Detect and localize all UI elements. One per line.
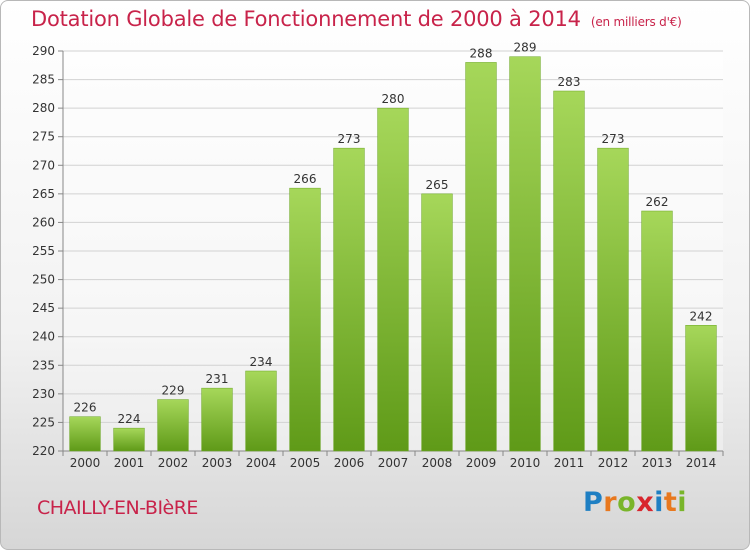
y-tick-label: 235	[32, 358, 55, 372]
y-tick-label: 260	[32, 215, 55, 229]
bar	[333, 147, 365, 452]
data-label: 265	[426, 178, 449, 192]
logo-letter: r	[603, 487, 618, 518]
y-tick-label: 245	[32, 301, 55, 315]
bar	[421, 193, 453, 452]
bar	[685, 325, 717, 452]
x-tick-label: 2013	[642, 456, 673, 470]
data-label: 231	[206, 372, 229, 386]
y-tick-label: 225	[32, 415, 55, 429]
y-tick-label: 285	[32, 73, 55, 87]
data-label: 262	[646, 195, 669, 209]
logo-letter: P	[583, 487, 604, 518]
y-tick-label: 220	[32, 444, 55, 458]
data-label: 234	[250, 355, 273, 369]
logo-letter: i	[654, 487, 664, 518]
bar	[201, 387, 233, 452]
chart-title: Dotation Globale de Fonctionnement de 20…	[31, 7, 682, 31]
y-tick-label: 280	[32, 101, 55, 115]
x-tick-label: 2007	[378, 456, 409, 470]
data-label: 229	[162, 384, 185, 398]
x-tick-label: 2009	[466, 456, 497, 470]
bar	[641, 210, 673, 452]
bar	[597, 147, 629, 452]
y-tick-label: 275	[32, 130, 55, 144]
bar	[465, 62, 497, 452]
x-tick-label: 2005	[290, 456, 321, 470]
data-label: 273	[338, 132, 361, 146]
logo-letter: x	[636, 487, 655, 518]
x-tick-label: 2006	[334, 456, 365, 470]
bar	[157, 399, 189, 452]
data-label: 226	[74, 401, 97, 415]
proxiti-logo: Proxiti	[583, 487, 687, 518]
y-tick-label: 240	[32, 330, 55, 344]
x-tick-label: 2004	[246, 456, 277, 470]
data-label: 266	[294, 172, 317, 186]
bar	[245, 370, 277, 452]
data-label: 273	[602, 132, 625, 146]
chart-unit: (en milliers d'€)	[590, 15, 682, 29]
bar	[69, 416, 101, 452]
chart-title-text: Dotation Globale de Fonctionnement de 20…	[31, 7, 581, 31]
data-label: 283	[558, 75, 581, 89]
logo-letter: t	[663, 487, 678, 518]
x-tick-label: 2011	[554, 456, 585, 470]
data-label: 288	[470, 46, 493, 60]
x-tick-label: 2010	[510, 456, 541, 470]
data-label: 289	[514, 41, 537, 55]
y-tick-label: 265	[32, 187, 55, 201]
bar	[289, 187, 321, 452]
bar	[377, 107, 409, 452]
y-tick-label: 270	[32, 158, 55, 172]
bars: 226 224 229 231 234 266 273 280 265 288 289 283 273 2…	[69, 41, 717, 452]
data-label: 242	[690, 309, 713, 323]
y-tick-label: 255	[32, 244, 55, 258]
y-tick-label: 250	[32, 273, 55, 287]
x-tick-label: 2008	[422, 456, 453, 470]
x-tick-label: 2001	[114, 456, 145, 470]
x-tick-label: 2003	[202, 456, 233, 470]
bar	[553, 90, 585, 452]
commune-name: CHAILLY-EN-BIèRE	[37, 497, 198, 519]
y-tick-label: 230	[32, 387, 55, 401]
bar	[509, 56, 541, 452]
logo-letter: i	[677, 487, 688, 518]
x-tick-label: 2012	[598, 456, 629, 470]
y-tick-label: 290	[32, 44, 55, 58]
x-tick-label: 2000	[70, 456, 101, 470]
logo-letter: o	[617, 487, 637, 518]
data-label: 280	[382, 92, 405, 106]
x-tick-label: 2014	[686, 456, 717, 470]
data-label: 224	[118, 412, 141, 426]
x-tick-label: 2002	[158, 456, 189, 470]
bar	[113, 427, 145, 452]
